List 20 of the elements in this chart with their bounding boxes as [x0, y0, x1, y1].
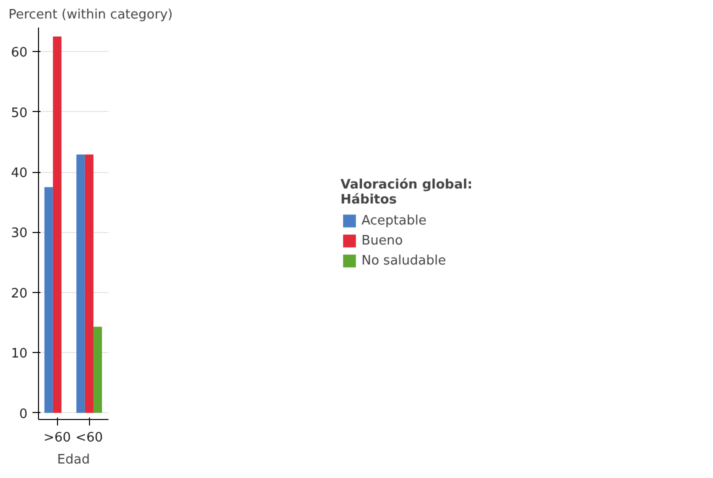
x-tick-label: <60: [75, 430, 103, 446]
bar: [93, 326, 102, 413]
y-tick-label: 60: [10, 46, 28, 61]
bar: [84, 154, 94, 413]
y-tick-label: 20: [10, 286, 28, 302]
y-tick-label: 40: [10, 166, 28, 182]
bar: [52, 36, 62, 413]
x-axis-title: Edad: [57, 452, 90, 468]
y-tick-label: 30: [10, 226, 28, 242]
legend-label: Aceptable: [362, 213, 426, 228]
y-tick-label: 10: [10, 346, 28, 362]
y-tick-label: 0: [19, 406, 28, 422]
x-tick-label: >60: [43, 430, 71, 446]
legend-label: Bueno: [362, 233, 403, 248]
legend-title: Valoración global: Hábitos: [340, 178, 472, 208]
y-axis-title: Percent (within category): [8, 8, 173, 22]
y-tick-label: 50: [10, 106, 28, 121]
bar: [76, 154, 85, 413]
bar: [44, 187, 53, 413]
legend-label: No saludable: [362, 253, 446, 268]
